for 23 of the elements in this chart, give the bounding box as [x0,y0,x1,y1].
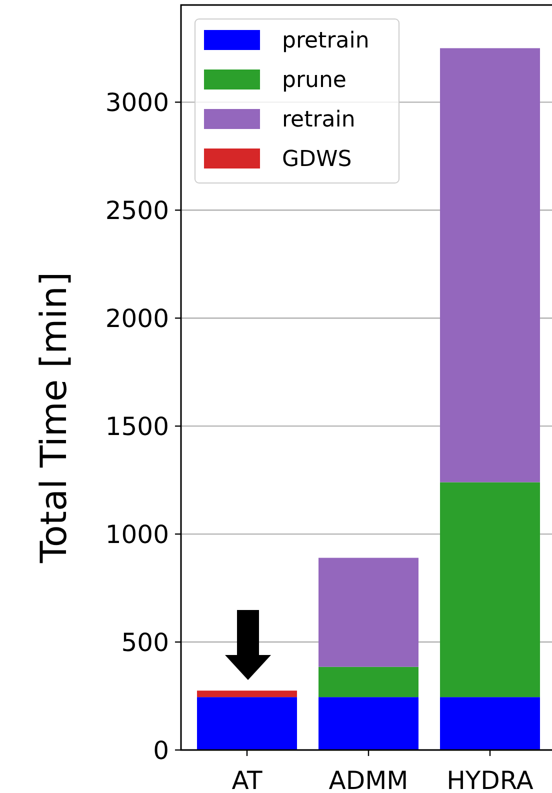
bar [318,666,418,698]
legend-label: prune [282,68,346,94]
bar [440,48,540,482]
y-axis-title: Total Time [min] [34,272,75,564]
y-tick-label: 0 [153,736,169,765]
x-tick-label: ADMM [328,766,408,793]
bar [440,697,540,750]
y-tick-label: 2000 [105,304,169,333]
y-tick-label: 1000 [105,520,169,549]
legend-label: pretrain [282,28,370,54]
y-tick-label: 2500 [105,196,169,225]
bar [197,697,297,750]
y-tick-label: 500 [121,628,169,657]
legend-label: GDWS [282,147,352,172]
x-tick-label: HYDRA [446,766,534,793]
bar [197,690,297,698]
bar [318,697,418,750]
bar [440,482,540,698]
y-tick-label: 1500 [105,412,169,441]
legend-label: retrain [282,108,356,133]
bar [318,558,418,667]
x-tick-label: AT [232,766,263,793]
y-tick-label: 3000 [105,88,169,117]
